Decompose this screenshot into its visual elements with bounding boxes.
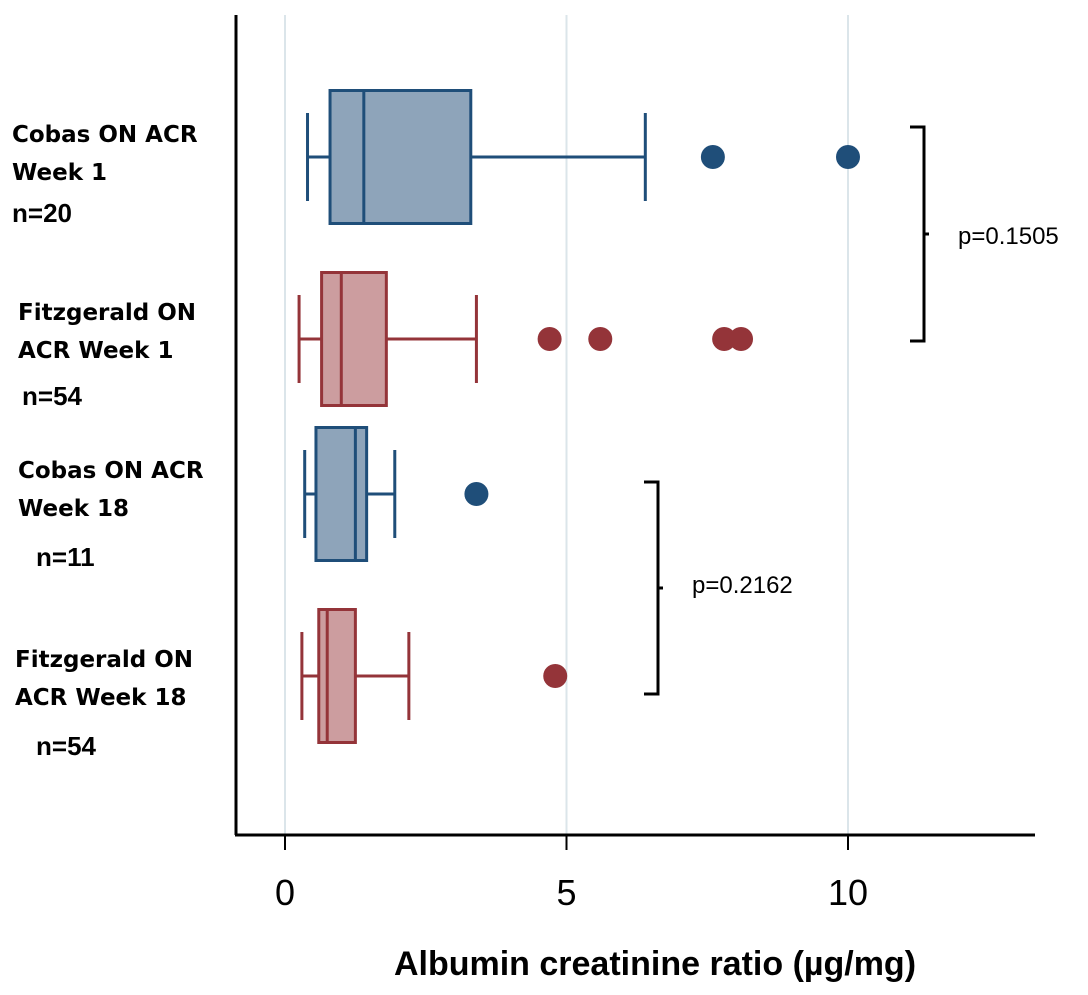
x-tick-label-5: 5 [556,872,576,913]
bracket-line [910,125,929,343]
outlier-point [729,327,754,351]
outlier-point [700,145,725,169]
category-label: Cobas ON ACR [18,458,204,484]
outlier-point [543,664,568,688]
x-tick-label-10: 10 [828,872,868,913]
category-label: Fitzgerald ON [15,647,193,673]
sample-size-label: n=54 [36,731,97,761]
iqr-box [317,608,357,744]
p-value-label: p=0.1505 [958,223,1059,250]
sample-size-label: n=11 [36,542,95,572]
outlier-point [537,327,562,351]
iqr-box [328,89,473,225]
iqr-box [314,426,369,562]
bracket-0: p=0.1505 [910,125,1059,343]
x-tick-label-0: 0 [275,872,295,913]
iqr-box [320,271,388,407]
box-3 [300,608,568,744]
boxes [297,89,860,744]
box-1 [297,271,754,407]
outlier-point [464,482,489,506]
category-label: Cobas ON ACR [12,122,198,148]
box-0 [306,89,860,225]
significance-brackets: p=0.1505 p=0.2162 [644,125,1059,696]
outlier-point [836,145,860,169]
category-label: Week 18 [18,496,129,522]
bracket-line [644,480,663,696]
outlier-point [712,327,737,351]
category-label: Week 1 [12,160,107,186]
category-labels: Cobas ON ACR Week 1 n=20 Fitzgerald ON ACR W… [12,122,204,761]
sample-size-label: n=54 [22,381,83,411]
bracket-1: p=0.2162 [644,480,793,696]
sample-size-label: n=20 [12,198,72,228]
category-label: ACR Week 1 [18,338,173,364]
x-axis-ticks: 0 5 10 [275,835,868,913]
p-value-label: p=0.2162 [692,572,793,599]
x-axis-title: Albumin creatinine ratio (µg/mg) [394,945,916,983]
outlier-point [588,327,613,351]
box-2 [303,426,489,562]
category-label: ACR Week 18 [15,685,186,711]
category-label: Fitzgerald ON [18,300,196,326]
